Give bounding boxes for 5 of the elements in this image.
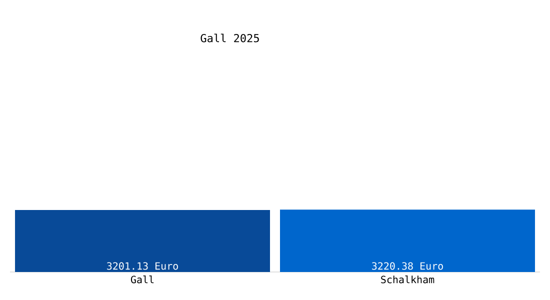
x-tick-label: Gall: [130, 276, 154, 284]
x-tick-label: Schalkham: [381, 276, 434, 284]
data-label: 3201.13 Euro: [107, 262, 178, 270]
data-label: 3220.38 Euro: [372, 262, 443, 270]
chart-title: Gall 2025: [200, 34, 259, 42]
